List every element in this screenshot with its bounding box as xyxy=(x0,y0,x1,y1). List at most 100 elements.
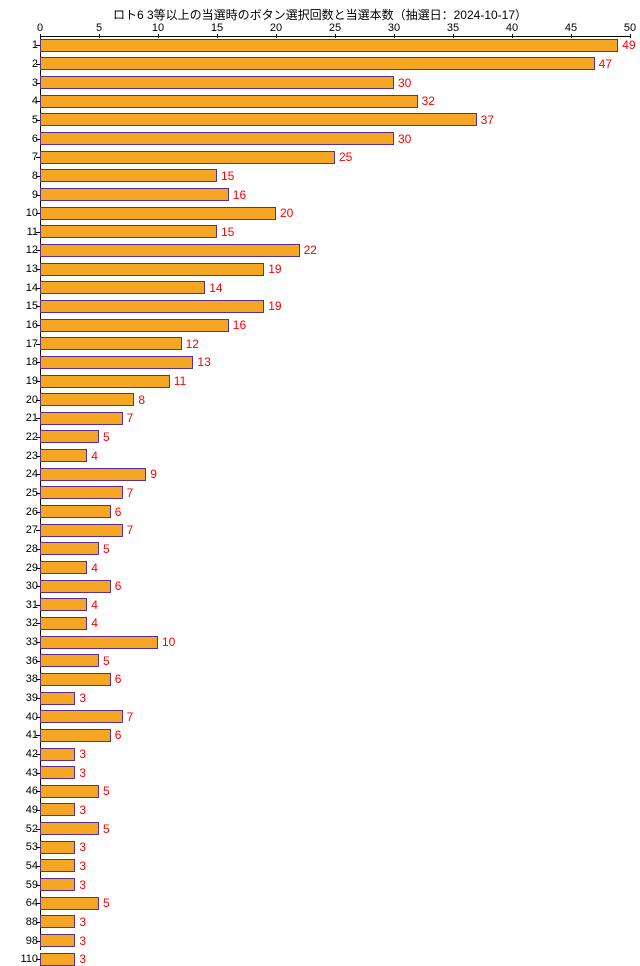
y-tick-mark xyxy=(36,232,40,233)
y-tick-mark xyxy=(36,885,40,886)
bar xyxy=(40,803,75,816)
x-axis: 05101520253035404550 xyxy=(40,22,630,36)
bar xyxy=(40,57,595,70)
y-tick-mark xyxy=(36,474,40,475)
bar xyxy=(40,580,111,593)
bar xyxy=(40,263,264,276)
bar xyxy=(40,710,123,723)
bar xyxy=(40,953,75,966)
y-tick-mark xyxy=(36,549,40,550)
y-tick-mark xyxy=(36,456,40,457)
bar-value-label: 5 xyxy=(103,430,110,444)
y-tick-mark xyxy=(36,642,40,643)
x-tick-label: 45 xyxy=(565,22,577,34)
y-tick-mark xyxy=(36,754,40,755)
y-tick-mark xyxy=(36,605,40,606)
bar xyxy=(40,449,87,462)
bar xyxy=(40,76,394,89)
bar xyxy=(40,561,87,574)
y-tick-mark xyxy=(36,941,40,942)
bar-value-label: 5 xyxy=(103,542,110,556)
bar xyxy=(40,859,75,872)
bar-value-label: 30 xyxy=(398,132,411,146)
x-tick-label: 20 xyxy=(270,22,282,34)
y-tick-mark xyxy=(36,922,40,923)
bar-value-label: 3 xyxy=(79,915,86,929)
bar xyxy=(40,748,75,761)
bar-value-label: 12 xyxy=(186,337,199,351)
y-tick-mark xyxy=(36,437,40,438)
y-tick-mark xyxy=(36,269,40,270)
bar-value-label: 16 xyxy=(233,188,246,202)
bar xyxy=(40,692,75,705)
x-tick-label: 30 xyxy=(388,22,400,34)
bar-value-label: 3 xyxy=(79,878,86,892)
bar-value-label: 22 xyxy=(304,243,317,257)
bar-value-label: 25 xyxy=(339,150,352,164)
y-tick-mark xyxy=(36,176,40,177)
bar xyxy=(40,337,182,350)
bar-value-label: 3 xyxy=(79,840,86,854)
bar-value-label: 7 xyxy=(127,523,134,537)
bar-value-label: 4 xyxy=(91,449,98,463)
bar xyxy=(40,412,123,425)
y-tick-mark xyxy=(36,623,40,624)
bar xyxy=(40,393,134,406)
bar-value-label: 37 xyxy=(481,113,494,127)
bar-value-label: 7 xyxy=(127,710,134,724)
bar-value-label: 15 xyxy=(221,225,234,239)
y-tick-mark xyxy=(36,866,40,867)
y-tick-mark xyxy=(36,101,40,102)
y-tick-mark xyxy=(36,717,40,718)
bar-value-label: 3 xyxy=(79,952,86,966)
bar-value-label: 30 xyxy=(398,76,411,90)
y-tick-mark xyxy=(36,773,40,774)
y-tick-mark xyxy=(36,250,40,251)
x-tick-label: 0 xyxy=(37,22,43,34)
y-tick-mark xyxy=(36,512,40,513)
bar-value-label: 3 xyxy=(79,766,86,780)
bar-value-label: 5 xyxy=(103,784,110,798)
y-tick-mark xyxy=(36,791,40,792)
bar xyxy=(40,300,264,313)
bar-value-label: 14 xyxy=(209,281,222,295)
bar xyxy=(40,244,300,257)
bar-value-label: 3 xyxy=(79,934,86,948)
bar-value-label: 8 xyxy=(138,393,145,407)
y-tick-mark xyxy=(36,306,40,307)
bar-value-label: 20 xyxy=(280,206,293,220)
bar-value-label: 3 xyxy=(79,747,86,761)
x-tick-label: 40 xyxy=(506,22,518,34)
bar-value-label: 16 xyxy=(233,318,246,332)
bar xyxy=(40,766,75,779)
bar-value-label: 4 xyxy=(91,598,98,612)
bar xyxy=(40,319,229,332)
bar xyxy=(40,95,418,108)
bar-value-label: 3 xyxy=(79,859,86,873)
bar-value-label: 5 xyxy=(103,654,110,668)
bar-value-label: 15 xyxy=(221,169,234,183)
y-tick-mark xyxy=(36,288,40,289)
bar xyxy=(40,822,99,835)
bar-value-label: 7 xyxy=(127,411,134,425)
bar xyxy=(40,598,87,611)
bar xyxy=(40,897,99,910)
bar xyxy=(40,878,75,891)
y-tick-mark xyxy=(36,195,40,196)
bar xyxy=(40,542,99,555)
bar xyxy=(40,654,99,667)
bar xyxy=(40,729,111,742)
y-tick-mark xyxy=(36,418,40,419)
bar xyxy=(40,636,158,649)
bar xyxy=(40,151,335,164)
x-tick-label: 35 xyxy=(447,22,459,34)
y-tick-mark xyxy=(36,661,40,662)
y-tick-mark xyxy=(36,810,40,811)
chart-container: ロト6 3等以上の当選時のボタン選択回数と当選本数（抽選日：2024-10-17… xyxy=(0,0,640,960)
bar xyxy=(40,132,394,145)
bar-value-label: 6 xyxy=(115,728,122,742)
y-tick-mark xyxy=(36,847,40,848)
x-tick-label: 50 xyxy=(624,22,636,34)
y-tick-mark xyxy=(36,381,40,382)
bar xyxy=(40,430,99,443)
